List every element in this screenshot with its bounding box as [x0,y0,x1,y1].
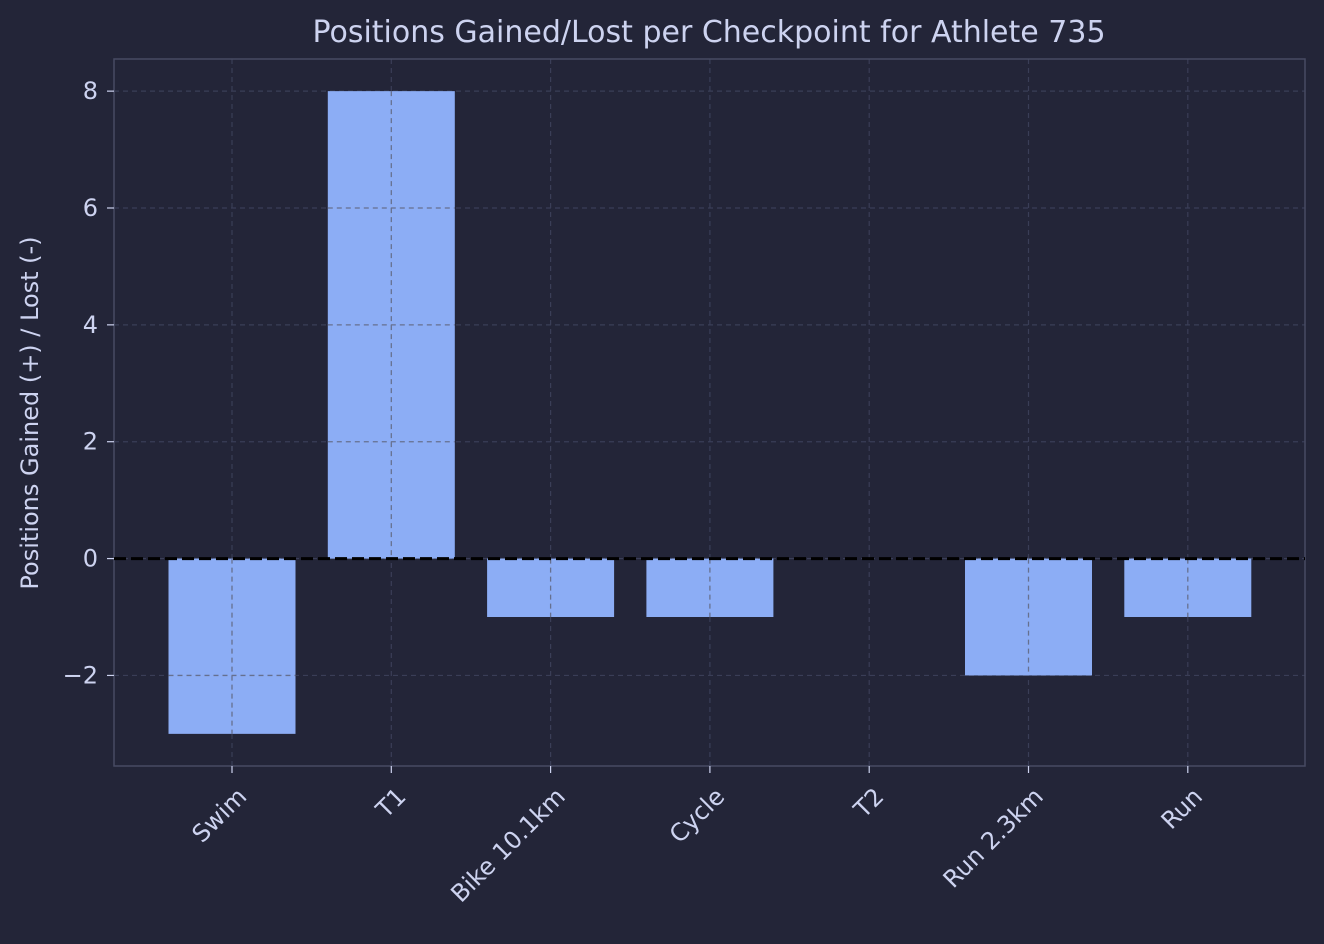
y-tick-label: 4 [83,311,98,339]
chart-title: Positions Gained/Lost per Checkpoint for… [312,15,1105,50]
y-tick-label: 8 [83,77,98,105]
y-tick-label: 6 [83,194,98,222]
y-tick-label: 0 [83,545,98,573]
y-tick-label: −2 [63,661,98,689]
y-tick-label: 2 [83,428,98,456]
y-axis-ticks: −2 0 2 4 6 8 [63,77,114,689]
grid-overlay [168,91,1189,734]
y-axis-label: Positions Gained (+) / Lost (-) [16,236,44,589]
